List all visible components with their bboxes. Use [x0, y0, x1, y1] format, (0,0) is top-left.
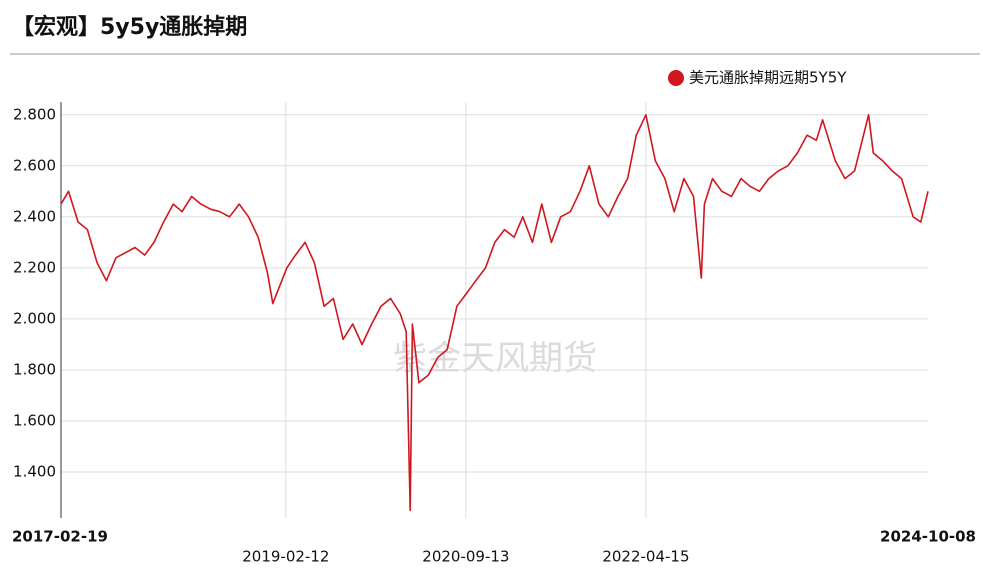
x-tick-label: 2019-02-12: [242, 548, 329, 566]
y-tick-label: 1.600: [13, 412, 56, 430]
series-line: [60, 114, 929, 512]
x-tick-label: 2022-04-15: [602, 548, 689, 566]
watermark: 紫金天风期货: [393, 339, 597, 379]
y-tick-label: 2.600: [13, 156, 56, 174]
y-tick-label: 1.800: [13, 360, 56, 378]
y-tick-label: 2.400: [13, 207, 56, 225]
y-tick-label: 2.000: [13, 309, 56, 327]
y-tick-label: 1.400: [13, 463, 56, 481]
y-tick-label: 2.200: [13, 258, 56, 276]
x-tick-label: 2020-09-13: [422, 548, 509, 566]
x-tick-label: 2017-02-19: [12, 528, 108, 546]
chart-title: 【宏观】5y5y通胀掉期: [12, 14, 247, 40]
x-tick-label: 2024-10-08: [880, 528, 976, 546]
legend-marker: [668, 70, 684, 86]
y-tick-label: 2.800: [13, 105, 56, 123]
legend-label: 美元通胀掉期远期5Y5Y: [689, 69, 847, 87]
